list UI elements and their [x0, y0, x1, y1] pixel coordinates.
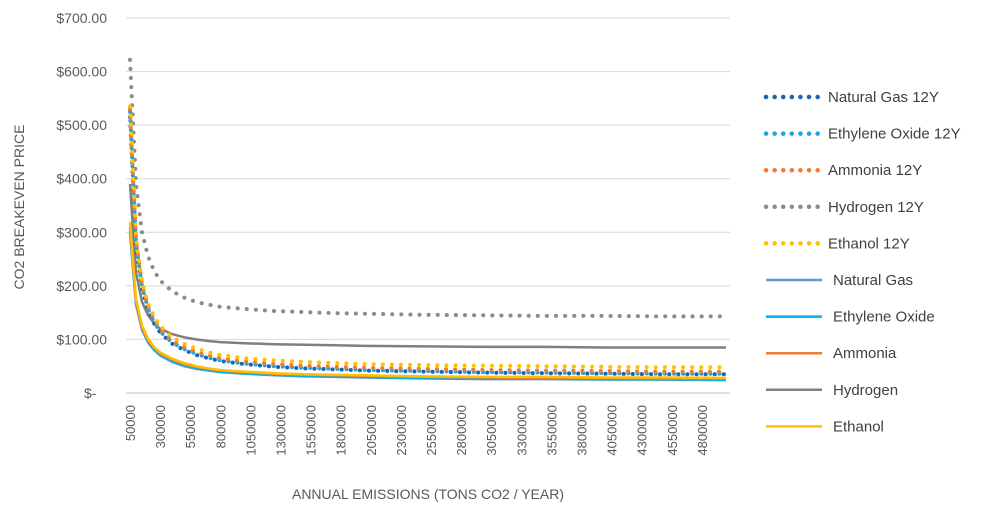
x-tick-label: 50000 [123, 405, 138, 441]
x-tick-label: 2550000 [424, 405, 439, 456]
series-line-ethanol [128, 221, 727, 380]
series-line-hydrogen-12y [128, 57, 728, 319]
x-tick-label: 3300000 [514, 405, 529, 456]
series-lines [128, 57, 728, 382]
legend-label-ethanol: Ethanol [833, 418, 884, 435]
y-tick-label: $- [84, 385, 97, 401]
y-axis-tick-labels: $- $100.00 $200.00 $300.00 $400.00 $500.00 $60… [56, 10, 107, 401]
legend-label-hydrogen-12y: Hydrogen 12Y [828, 199, 924, 216]
x-axis-tick-labels: 50000 300000 550000 800000 1050000 1300000 155… [123, 405, 710, 456]
x-tick-label: 4550000 [665, 405, 680, 456]
legend-label-ammonia: Ammonia [833, 345, 897, 362]
x-tick-label: 3050000 [484, 405, 499, 456]
gridlines [126, 17, 730, 394]
series-line-natural-gas-12y [128, 115, 728, 377]
x-tick-label: 4050000 [605, 405, 620, 456]
x-tick-label: 4300000 [635, 405, 650, 456]
x-axis-title: ANNUAL EMISSIONS (TONS CO2 / YEAR) [292, 486, 564, 502]
x-tick-label: 2800000 [454, 405, 469, 456]
legend-label-ethanol-12y: Ethanol 12Y [828, 235, 910, 252]
x-tick-label: 4800000 [695, 405, 710, 456]
y-tick-label: $100.00 [56, 331, 107, 347]
x-tick-label: 1050000 [243, 405, 258, 456]
legend-label-ethylene-oxide: Ethylene Oxide [833, 309, 935, 326]
x-tick-label: 2050000 [364, 405, 379, 456]
series-line-ammonia-12y [128, 107, 728, 374]
series-line-hydrogen [128, 184, 726, 349]
x-tick-label: 1550000 [304, 405, 319, 456]
y-tick-label: $200.00 [56, 278, 107, 294]
x-tick-label: 550000 [183, 405, 198, 448]
legend-label-ethylene-oxide-12y: Ethylene Oxide 12Y [828, 126, 961, 143]
y-tick-label: $300.00 [56, 224, 107, 240]
y-tick-label: $400.00 [56, 171, 107, 187]
x-tick-label: 800000 [213, 405, 228, 448]
x-tick-label: 2300000 [394, 405, 409, 456]
x-tick-label: 300000 [153, 405, 168, 448]
legend-label-natural-gas-12y: Natural Gas 12Y [828, 89, 939, 106]
legend: Natural Gas 12Y Ethylene Oxide 12Y Ammonia… [763, 89, 961, 435]
y-tick-label: $500.00 [56, 117, 107, 133]
y-tick-label: $700.00 [56, 10, 107, 26]
series-line-ethanol-12y [128, 104, 728, 370]
x-tick-label: 1800000 [334, 405, 349, 456]
x-tick-label: 3550000 [544, 405, 559, 456]
x-tick-label: 3800000 [575, 405, 590, 456]
legend-label-natural-gas: Natural Gas [833, 272, 913, 289]
legend-label-ammonia-12y: Ammonia 12Y [828, 162, 922, 179]
x-tick-label: 1300000 [274, 405, 289, 456]
legend-label-hydrogen: Hydrogen [833, 382, 898, 399]
series-line-ethylene-oxide-12y [128, 109, 728, 376]
y-axis-title: CO2 BREAKEVEN PRICE [11, 125, 27, 290]
y-tick-label: $600.00 [56, 64, 107, 80]
